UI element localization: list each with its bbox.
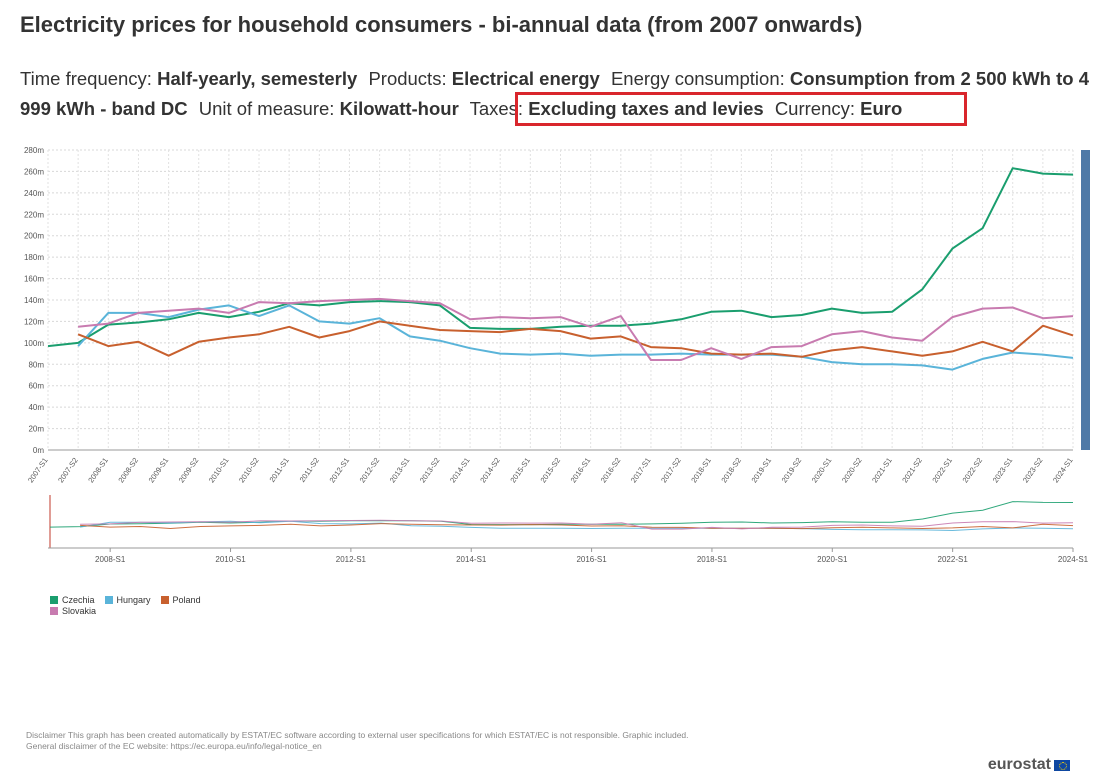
line-chart: 0m 20m 40m 60m 80m 100m 120m 140m 160m 180m 200m 22… [24, 146, 1090, 484]
vertical-scrollbar [1081, 150, 1090, 450]
legend-swatch [104, 595, 113, 604]
navigator-tick-label: 2024-S1 [1058, 555, 1089, 564]
x-tick-label: 2011-S1 [267, 456, 290, 484]
eu-flag-icon [1054, 759, 1070, 771]
y-tick-label: 260m [24, 167, 44, 176]
navigator-tick-label: 2018-S1 [697, 555, 728, 564]
x-tick-label: 2023-S2 [1021, 456, 1045, 484]
filter-time-frequency: Time frequency: Half-yearly, semesterly [20, 68, 358, 89]
x-tick-label: 2017-S1 [629, 456, 653, 484]
legend-item-slovakia[interactable]: Slovakia [50, 606, 96, 616]
x-tick-label: 2010-S2 [237, 456, 261, 484]
y-tick-label: 20m [28, 425, 44, 434]
navigator-tick-label: 2010-S1 [215, 555, 246, 564]
legend-item-poland[interactable]: Poland [160, 595, 201, 605]
x-tick-label: 2007-S2 [56, 456, 80, 484]
x-tick-label: 2009-S1 [147, 456, 171, 484]
navigator-tick-label: 2022-S1 [938, 555, 969, 564]
x-tick-label: 2010-S1 [207, 456, 231, 484]
y-tick-label: 280m [24, 146, 44, 155]
x-tick-label: 2024-S1 [1051, 456, 1075, 484]
x-tick-label: 2018-S1 [689, 456, 713, 484]
y-tick-label: 140m [24, 296, 44, 305]
y-tick-label: 200m [24, 232, 44, 241]
x-tick-label: 2020-S1 [810, 456, 834, 484]
filter-unit-of-measure: Unit of measure: Kilowatt-hour [198, 98, 459, 119]
x-tick-label: 2015-S1 [508, 456, 532, 484]
filter-taxes: Taxes: Excluding taxes and levies [469, 98, 764, 119]
filter-currency: Currency: Euro [774, 98, 903, 119]
x-tick-label: 2022-S1 [930, 456, 954, 484]
disclaimer-text: Disclaimer This graph has been created a… [26, 730, 689, 740]
x-tick-label: 2014-S2 [478, 456, 502, 484]
x-tick-label: 2008-S1 [86, 456, 110, 484]
series-line-poland [77, 320, 1074, 358]
x-tick-label: 2017-S2 [659, 456, 683, 484]
range-navigator[interactable]: 2008-S1 2010-S1 2012-S1 2014-S1 2016-S1 2018-… [0, 490, 1100, 570]
page-title: Electricity prices for household consume… [20, 12, 863, 37]
y-tick-label: 60m [28, 382, 44, 391]
navigator-line-slovakia [80, 519, 1074, 530]
y-tick-label: 120m [24, 317, 44, 326]
y-tick-label: 220m [24, 210, 44, 219]
x-tick-label: 2009-S2 [177, 456, 201, 484]
y-tick-label: 100m [24, 339, 44, 348]
legend-swatch [50, 606, 58, 615]
y-tick-label: 240m [24, 189, 44, 198]
x-tick-label: 2021-S1 [870, 456, 894, 484]
x-tick-label: 2019-S2 [780, 456, 804, 484]
legend-item-hungary[interactable]: Hungary [104, 595, 151, 605]
y-tick-label: 0m [33, 446, 44, 455]
x-tick-label: 2021-S2 [900, 456, 924, 484]
filter-energy-consumption: Energy consumption: Consumption from 2 5… [20, 68, 1090, 119]
x-tick-label: 2012-S1 [327, 456, 351, 484]
eurostat-logo: eurostat [988, 756, 1070, 774]
x-tick-label: 2015-S2 [538, 456, 562, 484]
x-tick-label: 2007-S1 [26, 456, 50, 484]
chart-legend: Czechia Hungary Poland Slovakia [50, 594, 350, 616]
navigator-tick-label: 2016-S1 [576, 555, 607, 564]
x-tick-label: 2022-S2 [961, 456, 985, 484]
x-tick-label: 2013-S1 [388, 456, 412, 484]
x-tick-label: 2008-S2 [116, 456, 140, 484]
x-tick-label: 2011-S2 [298, 456, 321, 484]
filter-products: Products: Electrical energy [368, 68, 600, 89]
x-tick-label: 2019-S1 [750, 456, 774, 484]
legend-swatch [160, 595, 169, 604]
x-tick-label: 2014-S1 [448, 456, 472, 484]
series-line-czechia [47, 167, 1074, 348]
disclaimer-link-text[interactable]: General disclaimer of the EC website: ht… [26, 741, 322, 751]
y-tick-label: 180m [24, 253, 44, 262]
y-tick-label: 40m [28, 403, 44, 412]
navigator-tick-label: 2008-S1 [95, 555, 126, 564]
x-tick-label: 2013-S2 [418, 456, 442, 484]
disclaimer: Disclaimer This graph has been created a… [26, 730, 926, 752]
x-tick-label: 2016-S2 [599, 456, 623, 484]
navigator-tick-label: 2012-S1 [336, 555, 367, 564]
x-tick-label: 2018-S2 [719, 456, 743, 484]
legend-swatch [50, 595, 58, 604]
navigator-tick-label: 2014-S1 [456, 555, 487, 564]
x-tick-label: 2023-S1 [991, 456, 1015, 484]
x-tick-label: 2012-S2 [358, 456, 382, 484]
series-line-slovakia [77, 297, 1074, 361]
x-tick-label: 2016-S1 [569, 456, 593, 484]
series-line-hungary [77, 304, 1074, 371]
highlight-box [515, 92, 967, 126]
legend-item-czechia[interactable]: Czechia [50, 595, 95, 605]
navigator-line-czechia [49, 501, 1074, 528]
filter-summary: Time frequency: Half-yearly, semesterly … [20, 64, 1095, 124]
navigator-tick-label: 2020-S1 [817, 555, 848, 564]
navigator-line-poland [80, 523, 1074, 530]
y-tick-label: 80m [28, 360, 44, 369]
x-tick-label: 2020-S2 [840, 456, 864, 484]
y-tick-label: 160m [24, 275, 44, 284]
